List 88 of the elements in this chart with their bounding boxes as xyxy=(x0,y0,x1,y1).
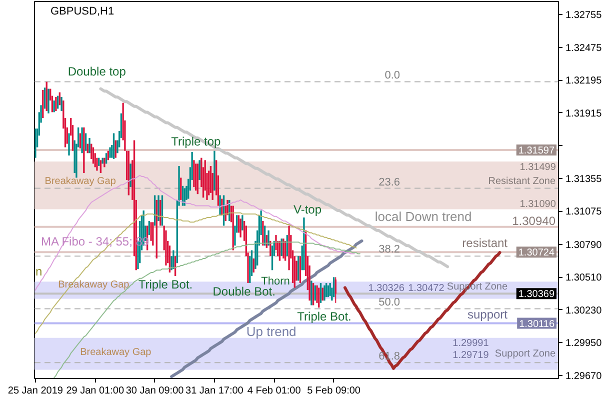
y-tick-label: 1.32195 xyxy=(566,76,602,87)
annotation: 1.29991 xyxy=(452,338,490,350)
candlestick xyxy=(68,133,70,156)
candlestick xyxy=(332,277,335,298)
y-tick-label: 1.32475 xyxy=(566,42,602,54)
ref-line-label: 1.30940 xyxy=(512,214,556,228)
candlestick xyxy=(303,217,305,270)
x-tick-label: 29 Jan 01:00 xyxy=(66,386,124,396)
annotation: V-top xyxy=(293,202,322,217)
annotation: 1.30472 xyxy=(408,283,445,294)
candlestick xyxy=(242,215,244,230)
x-tick-label: 4 Feb 01:00 xyxy=(247,386,302,396)
annotation: 1.30116 xyxy=(519,318,555,330)
annotation: 1.31090 xyxy=(520,199,556,210)
candlestick xyxy=(152,222,154,246)
line-series xyxy=(170,239,364,378)
candlestick xyxy=(194,164,197,191)
y-tick-label: 1.31355 xyxy=(566,174,602,185)
annotation: Breakaway Gap xyxy=(80,346,152,358)
candlestick xyxy=(240,218,242,238)
candlestick xyxy=(280,238,282,256)
candlestick xyxy=(180,178,182,200)
candlestick xyxy=(322,288,324,301)
y-tick-label: 1.29950 xyxy=(566,338,602,350)
y-tick-label: 1.31075 xyxy=(566,206,602,218)
candlestick xyxy=(214,150,216,191)
annotation: Triple Bot. xyxy=(297,309,352,324)
candlestick xyxy=(198,160,200,180)
band-label: Support Zone xyxy=(494,348,556,360)
candlestick xyxy=(320,283,322,303)
candlestick xyxy=(299,256,302,284)
candlestick xyxy=(130,164,132,188)
candlestick xyxy=(172,250,174,269)
candlestick xyxy=(104,158,106,168)
annotation: Breakaway Gap xyxy=(44,176,116,188)
candlestick xyxy=(34,128,36,158)
annotation: n xyxy=(36,264,42,278)
annotation: 0.0 xyxy=(384,70,400,82)
candlestick xyxy=(88,138,90,154)
candlestick xyxy=(158,195,160,222)
annotation: 1.31597 xyxy=(518,145,555,156)
candlestick xyxy=(268,230,270,246)
annotation: 38.2 xyxy=(378,243,400,256)
ref-line-label: resistant xyxy=(462,236,508,250)
x-tick-label: 30 Jan 09:00 xyxy=(126,386,184,396)
annotation: 1.30326 xyxy=(368,283,405,294)
candlestick xyxy=(282,238,284,258)
annotation: 1.29719 xyxy=(452,350,490,362)
candlestick xyxy=(324,285,326,301)
candlestick xyxy=(102,158,104,164)
annotation: 23.6 xyxy=(378,176,400,188)
y-tick-label: 1.32755 xyxy=(566,10,602,21)
ref-line-label: support xyxy=(467,307,508,322)
candlestick xyxy=(83,127,85,174)
annotation: Triple Bot. xyxy=(138,278,193,292)
candlestick xyxy=(53,100,55,112)
x-tick-label: 25 Jan 2019 xyxy=(8,386,64,396)
y-tick-label: 1.31915 xyxy=(566,108,602,120)
candlestick xyxy=(193,160,195,188)
y-tick-label: 1.30510 xyxy=(566,272,602,284)
y-tick-label: 1.30790 xyxy=(566,240,602,251)
annotation: 1.30724 xyxy=(518,248,555,259)
annotation: Triple top xyxy=(171,134,222,148)
candlestick xyxy=(196,164,199,194)
x-tick-label: 5 Feb 09:00 xyxy=(307,386,361,396)
annotation: Double top xyxy=(68,64,126,79)
candlestick xyxy=(318,288,320,308)
annotation: local Down trend xyxy=(374,208,472,224)
band-label: Resistant Zone xyxy=(488,176,556,188)
candlestick xyxy=(60,96,62,112)
chart-title: GBPUSD,H1 xyxy=(50,6,114,18)
candlestick xyxy=(55,96,57,112)
annotation: 1.30369 xyxy=(518,289,555,300)
candlestick xyxy=(48,88,50,114)
candlestick xyxy=(109,147,111,158)
annotation: 50.0 xyxy=(378,296,400,309)
candlestick xyxy=(219,195,221,216)
x-tick-label: 31 Jan 17:00 xyxy=(186,386,244,396)
y-tick-label: 1.29670 xyxy=(566,370,602,382)
y-tick-label: 1.30230 xyxy=(566,305,602,316)
candlestick xyxy=(81,127,83,154)
candlestick xyxy=(262,221,264,246)
annotation: Up trend xyxy=(246,324,296,339)
candlestick xyxy=(100,160,102,174)
candlestick xyxy=(288,226,290,270)
candlestick xyxy=(312,283,314,306)
annotation: 1.31499 xyxy=(520,162,556,174)
candlestick xyxy=(310,280,312,306)
